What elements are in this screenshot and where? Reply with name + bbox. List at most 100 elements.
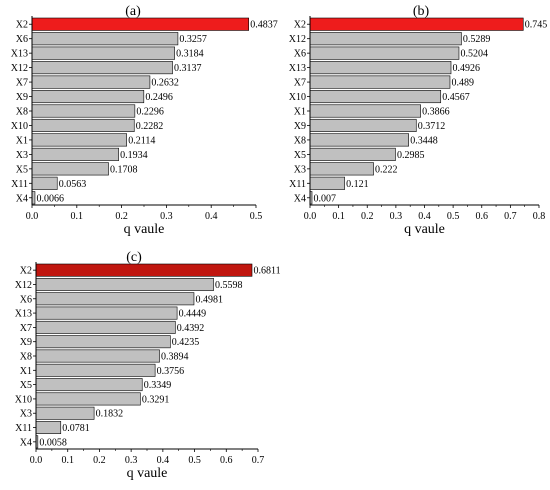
bar	[31, 133, 128, 147]
data-label: 0.4837	[250, 20, 278, 31]
x-tick-label: 0.6	[476, 211, 489, 222]
category-label: X11	[11, 179, 28, 190]
x-tick-label: 0.8	[533, 211, 546, 222]
x-tick-label: 0.5	[447, 211, 460, 222]
bar	[31, 104, 136, 118]
category-label: X1	[294, 107, 306, 118]
category-label: X11	[15, 423, 32, 434]
chart-panel-1: (a) X2 0.4837 X6 0.3257 X13 0.3184 X12 0.3137 X7 0…	[11, 4, 278, 237]
data-label: 0.3349	[144, 380, 172, 391]
chart-panel-2: (b) X2 0.745 X12 0.5289 X6 0.5204 X13 0.4926 X7 0.…	[289, 4, 547, 237]
category-label: X5	[294, 150, 306, 161]
category-label: X2	[20, 266, 32, 277]
bar	[35, 378, 143, 392]
data-label: 0.1708	[110, 164, 138, 175]
data-label: 0.6811	[254, 266, 281, 277]
bar	[31, 147, 119, 161]
x-tick-label: 0.5	[188, 455, 201, 466]
category-label: X8	[20, 352, 32, 363]
bar	[309, 104, 421, 118]
bar	[35, 320, 176, 334]
data-label: 0.2632	[151, 78, 179, 89]
category-label: X11	[289, 179, 306, 190]
x-tick-label: 0.0	[30, 455, 43, 466]
x-tick-label: 0.0	[304, 211, 317, 222]
x-tick-label: 0.5	[250, 211, 263, 222]
bar	[35, 335, 171, 349]
x-tick-label: 0.0	[26, 211, 39, 222]
data-label: 0.5289	[463, 34, 491, 45]
data-label: 0.2296	[136, 107, 164, 118]
category-label: X6	[20, 294, 32, 305]
data-label: 0.3712	[418, 121, 446, 132]
data-label: 0.3756	[157, 366, 185, 377]
bar	[309, 176, 345, 190]
data-label: 0.0781	[62, 423, 90, 434]
category-label: X3	[20, 409, 32, 420]
data-label: 0.1934	[120, 150, 148, 161]
chart-title: (a)	[125, 4, 141, 19]
bar	[309, 147, 396, 161]
bar	[309, 75, 451, 89]
bar	[35, 263, 253, 277]
x-tick-label: 0.2	[93, 455, 106, 466]
bar	[31, 118, 135, 132]
category-label: X3	[294, 164, 306, 175]
bar	[35, 363, 156, 377]
bar	[35, 278, 214, 291]
category-label: X7	[294, 78, 306, 89]
x-tick-label: 0.2	[115, 211, 128, 222]
category-label: X7	[16, 78, 28, 89]
bar	[31, 61, 173, 75]
bar	[31, 162, 109, 176]
category-label: X10	[11, 121, 28, 132]
bar	[309, 133, 409, 147]
bar	[309, 61, 452, 75]
bar	[31, 75, 151, 89]
chart-title: (c)	[126, 250, 142, 265]
bar	[309, 17, 524, 31]
category-label: X13	[15, 309, 32, 320]
x-axis-label: q vaule	[404, 222, 445, 237]
category-label: X6	[294, 49, 306, 60]
data-label: 0.4926	[453, 63, 481, 74]
data-label: 0.2985	[397, 150, 425, 161]
category-label: X8	[294, 135, 306, 146]
data-label: 0.3184	[176, 49, 204, 60]
x-tick-label: 0.7	[504, 211, 517, 222]
category-label: X2	[294, 20, 306, 31]
bar	[31, 32, 179, 46]
bar	[35, 292, 195, 306]
category-label: X1	[20, 366, 32, 377]
bar	[35, 349, 160, 363]
data-label: 0.4392	[177, 323, 205, 334]
category-label: X5	[16, 164, 28, 175]
x-tick-label: 0.4	[157, 455, 170, 466]
data-label: 0.2282	[136, 121, 164, 132]
x-tick-label: 0.6	[220, 455, 233, 466]
data-label: 0.121	[346, 179, 369, 190]
bar	[309, 32, 462, 46]
category-label: X13	[11, 49, 28, 60]
x-tick-label: 0.3	[390, 211, 403, 222]
category-label: X5	[20, 380, 32, 391]
data-label: 0.5204	[460, 49, 488, 60]
bar	[35, 406, 95, 420]
category-label: X10	[289, 92, 306, 103]
bar	[35, 421, 62, 434]
x-tick-label: 0.2	[361, 211, 374, 222]
data-label: 0.4567	[442, 92, 470, 103]
data-label: 0.3137	[174, 63, 202, 74]
category-label: X2	[16, 20, 28, 31]
bar	[309, 162, 374, 176]
data-label: 0.3291	[142, 394, 170, 405]
category-label: X12	[289, 34, 306, 45]
chart-title: (b)	[413, 4, 430, 19]
x-tick-label: 0.1	[332, 211, 345, 222]
category-label: X6	[16, 34, 28, 45]
x-axis-label: q vaule	[124, 222, 165, 237]
bar	[31, 46, 175, 60]
x-tick-label: 0.1	[71, 211, 84, 222]
data-label: 0.007	[314, 193, 337, 204]
